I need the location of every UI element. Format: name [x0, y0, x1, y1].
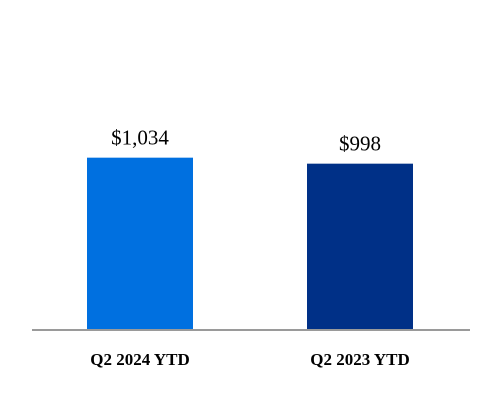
bars-group [87, 157, 413, 330]
category-labels-group: Q2 2024 YTD Q2 2023 YTD [90, 350, 410, 369]
category-label-1: Q2 2024 YTD [90, 350, 190, 369]
value-labels-group: $1,034 $998 [111, 126, 381, 156]
category-label-2: Q2 2023 YTD [310, 350, 410, 369]
bar-1 [87, 157, 193, 330]
bar-2 [307, 163, 413, 330]
data-label-2: $998 [339, 132, 381, 156]
data-label-1: $1,034 [111, 126, 169, 150]
